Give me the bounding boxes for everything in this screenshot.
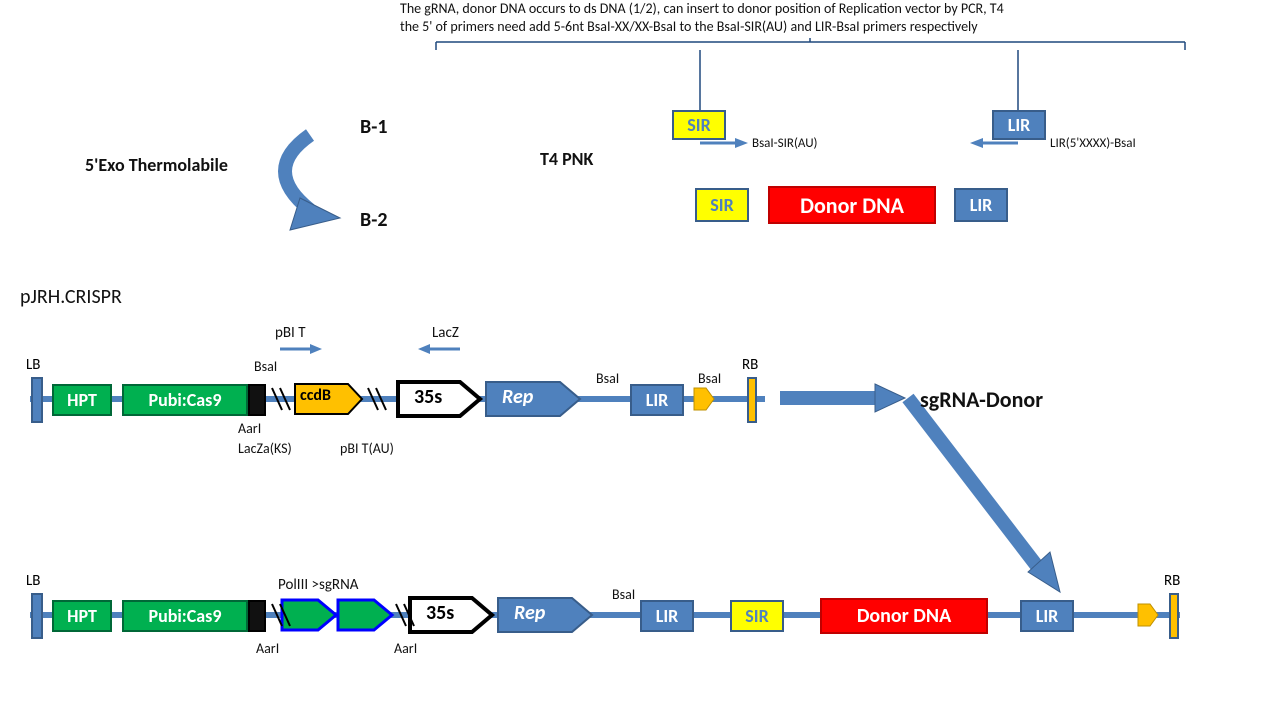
thermolabile-label: 5'Exo Thermolabile: [85, 154, 228, 176]
donor-r2: Donor DNA: [820, 598, 988, 634]
s35-text-r2: 35s: [426, 601, 454, 625]
hpt-r2: HPT: [52, 600, 112, 632]
black-seg-r1: [248, 384, 266, 416]
pbi-au-label: pBI T(AU): [340, 440, 394, 457]
aari-label-r2a: AarI: [256, 640, 279, 657]
lacz-ks-label: LacZa(KS): [238, 440, 292, 457]
bsai-label-r2-lir: BsaI: [612, 586, 635, 603]
sgrna-donor-label: sgRNA-Donor: [920, 386, 1043, 413]
pubi-cas9-r1: Pubi:Cas9: [122, 384, 248, 416]
s35-text-r1: 35s: [414, 385, 442, 409]
lir-r1: LIR: [630, 384, 684, 416]
b1-label: B-1: [360, 115, 387, 139]
hpt-r1: HPT: [52, 384, 112, 416]
aari-label-r2b: AarI: [394, 640, 417, 657]
ccdb-text: ccdB: [300, 386, 331, 405]
b2-label: B-2: [360, 208, 387, 232]
lir-box-top: LIR: [992, 110, 1046, 140]
lir-label: LIR: [1008, 114, 1031, 136]
rb-label-r1: RB: [742, 356, 758, 374]
lb-label-r1: LB: [26, 356, 40, 374]
lacz-label: LacZ: [432, 324, 459, 342]
lir-r2b: LIR: [1020, 600, 1074, 632]
sir-r2: SIR: [730, 600, 784, 632]
rb-label-r2: RB: [1164, 572, 1180, 590]
bsai-label-r1b: BsaI: [596, 370, 619, 387]
rep-text-r1: Rep: [502, 385, 533, 409]
bsai-label-r1c: BsaI: [698, 370, 721, 387]
sir-box-mid: SIR: [695, 188, 749, 222]
aari-label-r1: AarI: [238, 420, 261, 437]
sir-box-top: SIR: [672, 110, 726, 140]
black-seg-r2: [248, 600, 266, 632]
donor-dna-mid: Donor DNA: [768, 186, 936, 224]
lir-box-mid: LIR: [954, 188, 1008, 222]
pjrh-label: pJRH.CRISPR: [20, 285, 122, 309]
rep-text-r2: Rep: [514, 601, 545, 625]
lir-bsai-label: LIR(5'XXXX)-BsaI: [1050, 136, 1136, 151]
poliii-sgrna-label: PolIII >sgRNA: [278, 576, 358, 594]
bsai-label-r1: BsaI: [254, 358, 277, 375]
t4-pnk-label: T4 PNK: [540, 148, 593, 170]
pubi-cas9-r2: Pubi:Cas9: [122, 600, 248, 632]
lb-label-r2: LB: [26, 572, 40, 590]
pbi-t-label: pBI T: [275, 324, 306, 342]
bsai-sir-label: BsaI-SIR(AU): [752, 136, 818, 151]
lir-r2a: LIR: [640, 600, 694, 632]
sir-label: SIR: [687, 114, 710, 136]
